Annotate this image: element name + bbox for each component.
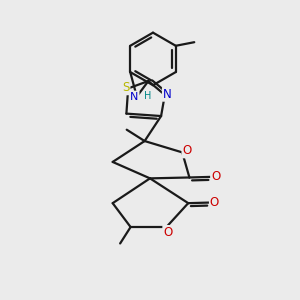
- Text: O: O: [182, 144, 192, 158]
- Text: O: O: [163, 226, 172, 239]
- Text: H: H: [144, 91, 152, 101]
- Text: N: N: [163, 88, 172, 101]
- Text: N: N: [130, 92, 139, 101]
- Text: O: O: [210, 196, 219, 209]
- Text: O: O: [211, 170, 220, 183]
- Text: S: S: [122, 81, 130, 94]
